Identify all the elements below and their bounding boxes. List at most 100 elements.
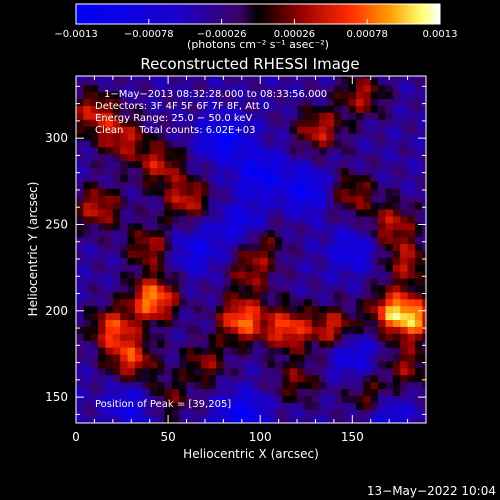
- heatmap-cell: [90, 195, 99, 203]
- heatmap-cell: [407, 84, 416, 93]
- heatmap-cell: [186, 236, 195, 245]
- heatmap-cell: [230, 126, 239, 134]
- heatmap-cell: [105, 229, 114, 238]
- heatmap-cell: [304, 208, 313, 217]
- heatmap-cell: [238, 395, 247, 403]
- heatmap-cell: [83, 298, 92, 307]
- heatmap-cell: [304, 126, 313, 134]
- heatmap-cell: [422, 257, 426, 265]
- heatmap-cell: [289, 305, 298, 314]
- heatmap-cell: [282, 236, 291, 245]
- heatmap-cell: [193, 119, 202, 127]
- heatmap-cell: [120, 126, 129, 134]
- heatmap-cell: [422, 229, 426, 238]
- heatmap-cell: [252, 333, 261, 341]
- heatmap-cell: [171, 367, 180, 376]
- heatmap-cell: [370, 139, 379, 148]
- heatmap-cell: [400, 243, 409, 251]
- heatmap-cell: [223, 84, 232, 93]
- heatmap-cell: [267, 284, 276, 293]
- heatmap-cell: [392, 367, 401, 376]
- heatmap-cell: [260, 236, 269, 245]
- heatmap-cell: [400, 153, 409, 162]
- heatmap-cell: [112, 229, 121, 238]
- heatmap-cell: [186, 333, 195, 341]
- heatmap-cell: [348, 409, 357, 417]
- heatmap-cell: [356, 305, 364, 314]
- heatmap-cell: [363, 202, 372, 210]
- heatmap-cell: [157, 388, 166, 396]
- heatmap-cell: [326, 284, 335, 293]
- heatmap-cell: [422, 381, 426, 390]
- heatmap-cell: [83, 395, 92, 403]
- heatmap-cell: [289, 119, 298, 127]
- heatmap-cell: [304, 202, 313, 210]
- heatmap-cell: [105, 312, 114, 321]
- heatmap-cell: [260, 132, 269, 141]
- heatmap-cell: [348, 271, 357, 279]
- heatmap-cell: [112, 340, 121, 348]
- heatmap-cell: [260, 139, 269, 148]
- heatmap-cell: [179, 305, 188, 314]
- heatmap-cell: [76, 105, 84, 113]
- heatmap-cell: [378, 208, 387, 217]
- heatmap-cell: [238, 229, 247, 238]
- heatmap-cell: [378, 284, 387, 293]
- heatmap-cell: [112, 112, 121, 120]
- heatmap-cell: [98, 236, 107, 245]
- heatmap-cell: [341, 153, 350, 162]
- heatmap-cell: [356, 208, 364, 217]
- heatmap-cell: [326, 333, 335, 341]
- heatmap-cell: [186, 181, 195, 189]
- heatmap-cell: [186, 105, 195, 113]
- heatmap-cell: [90, 347, 99, 355]
- heatmap-cell: [385, 243, 394, 251]
- heatmap-cell: [267, 139, 276, 148]
- heatmap-cell: [164, 360, 173, 369]
- heatmap-cell: [164, 208, 173, 217]
- heatmap-cell: [326, 77, 335, 86]
- heatmap-cell: [230, 284, 239, 293]
- heatmap-cell: [171, 395, 180, 403]
- heatmap-cell: [274, 112, 283, 120]
- heatmap-cell: [120, 243, 129, 251]
- heatmap-cell: [120, 333, 129, 341]
- heatmap-cell: [326, 243, 335, 251]
- heatmap-cell: [400, 222, 409, 231]
- heatmap-cell: [142, 360, 151, 369]
- heatmap-cell: [407, 264, 416, 272]
- heatmap-cell: [326, 416, 335, 423]
- heatmap-cell: [304, 215, 313, 224]
- heatmap-cell: [356, 202, 364, 210]
- heatmap-cell: [407, 347, 416, 355]
- heatmap-cell: [370, 416, 379, 423]
- heatmap-cell: [98, 402, 107, 410]
- heatmap-cell: [297, 298, 306, 307]
- heatmap-cell: [267, 126, 276, 134]
- heatmap-cell: [326, 291, 335, 300]
- heatmap-cell: [105, 215, 114, 224]
- heatmap-cell: [400, 416, 409, 423]
- heatmap-cell: [98, 284, 107, 293]
- heatmap-cell: [378, 353, 387, 362]
- heatmap-cell: [414, 126, 423, 134]
- heatmap-cell: [304, 326, 313, 334]
- heatmap-cell: [216, 271, 224, 279]
- heatmap-cell: [289, 181, 298, 189]
- heatmap-cell: [297, 353, 306, 362]
- heatmap-cell: [201, 353, 210, 362]
- heatmap-cell: [98, 215, 107, 224]
- heatmap-cell: [245, 98, 254, 106]
- heatmap-cell: [245, 257, 254, 265]
- heatmap-cell: [319, 305, 328, 314]
- heatmap-cell: [98, 77, 107, 86]
- heatmap-cell: [112, 126, 121, 134]
- heatmap-cell: [223, 353, 232, 362]
- heatmap-cell: [83, 126, 92, 134]
- heatmap-cell: [186, 119, 195, 127]
- heatmap-cell: [76, 298, 84, 307]
- heatmap-cell: [370, 195, 379, 203]
- heatmap-cell: [193, 105, 202, 113]
- heatmap-cell: [193, 91, 202, 100]
- heatmap-cell: [98, 388, 107, 396]
